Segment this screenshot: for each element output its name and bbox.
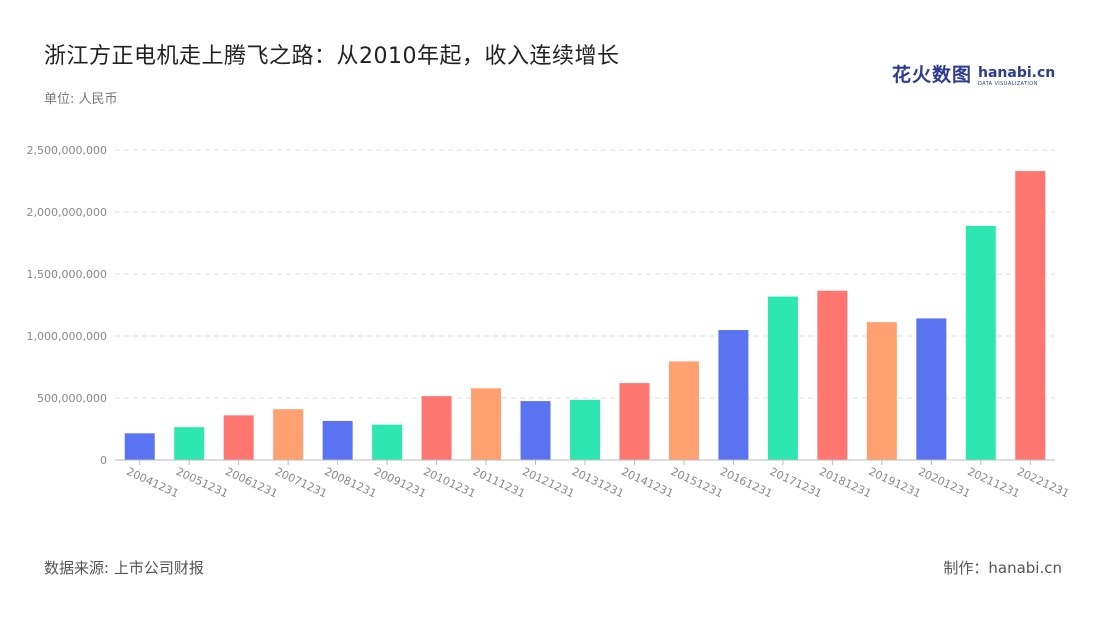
x-tick-label: 20091231 bbox=[372, 465, 428, 500]
x-tick-label: 20071231 bbox=[273, 465, 329, 500]
bar bbox=[124, 433, 155, 460]
bar bbox=[619, 383, 650, 460]
bar bbox=[372, 424, 403, 460]
x-tick-label: 20051231 bbox=[174, 465, 230, 500]
bar bbox=[520, 401, 551, 460]
bar bbox=[471, 388, 502, 460]
x-tick-label: 20171231 bbox=[768, 465, 824, 500]
bar bbox=[273, 409, 304, 460]
y-tick-label: 2,500,000,000 bbox=[27, 144, 107, 157]
y-axis-ticks: 0 500,000,000 1,000,000,000 1,500,000,000 2,… bbox=[27, 144, 107, 467]
x-axis bbox=[115, 459, 1055, 465]
bar bbox=[866, 322, 897, 460]
x-tick-label: 20191231 bbox=[867, 465, 923, 500]
brand-logo: 花火数图 hanabi.cn DATA VISUALIZATION bbox=[892, 60, 1055, 87]
logo-sub-text: DATA VISUALIZATION bbox=[978, 81, 1038, 87]
logo-en-text: hanabi.cn bbox=[978, 65, 1056, 81]
gridlines bbox=[115, 149, 1055, 399]
x-tick-label: 20221231 bbox=[1015, 465, 1071, 500]
bar bbox=[767, 296, 798, 460]
x-tick-label: 20081231 bbox=[322, 465, 378, 500]
bar bbox=[668, 361, 699, 460]
x-tick-label: 20211231 bbox=[966, 465, 1022, 500]
x-tick-label: 20131231 bbox=[570, 465, 626, 500]
x-tick-label: 20041231 bbox=[124, 465, 180, 500]
bar bbox=[570, 399, 600, 460]
x-tick-label: 20201231 bbox=[916, 465, 972, 500]
y-tick-label: 500,000,000 bbox=[37, 392, 107, 405]
y-tick-label: 1,000,000,000 bbox=[27, 330, 107, 343]
x-tick-label: 20061231 bbox=[223, 465, 279, 500]
credit-label: 制作：hanabi.cn bbox=[943, 559, 1062, 577]
x-tick-label: 20161231 bbox=[718, 465, 774, 500]
chart-title: 浙江方正电机走上腾飞之路：从2010年起，收入连续增长 bbox=[44, 44, 620, 69]
y-tick-label: 2,000,000,000 bbox=[27, 206, 107, 219]
y-tick-label: 0 bbox=[100, 454, 107, 467]
bar bbox=[322, 420, 353, 460]
bar bbox=[1015, 171, 1046, 460]
bar bbox=[817, 290, 848, 460]
logo-en-block: hanabi.cn DATA VISUALIZATION bbox=[978, 66, 1055, 87]
x-tick-label: 20101231 bbox=[421, 465, 477, 500]
logo-cn-text: 花火数图 bbox=[892, 64, 973, 86]
bar bbox=[174, 427, 205, 460]
x-tick-label: 20121231 bbox=[520, 465, 576, 500]
bars bbox=[124, 171, 1046, 460]
x-tick-label: 20181231 bbox=[817, 465, 873, 500]
bar bbox=[223, 415, 254, 460]
x-tick-label: 20111231 bbox=[471, 465, 527, 500]
data-source: 数据来源: 上市公司财报 bbox=[44, 559, 204, 577]
bar bbox=[916, 318, 947, 460]
bar bbox=[718, 330, 749, 460]
x-axis-ticks: 2004123120051231200612312007123120081231… bbox=[124, 465, 1071, 500]
bar bbox=[421, 396, 452, 460]
x-tick-label: 20141231 bbox=[619, 465, 675, 500]
x-tick-label: 20151231 bbox=[669, 465, 725, 500]
unit-label: 单位: 人民币 bbox=[44, 92, 118, 107]
bar bbox=[965, 225, 996, 460]
y-tick-label: 1,500,000,000 bbox=[27, 268, 107, 281]
